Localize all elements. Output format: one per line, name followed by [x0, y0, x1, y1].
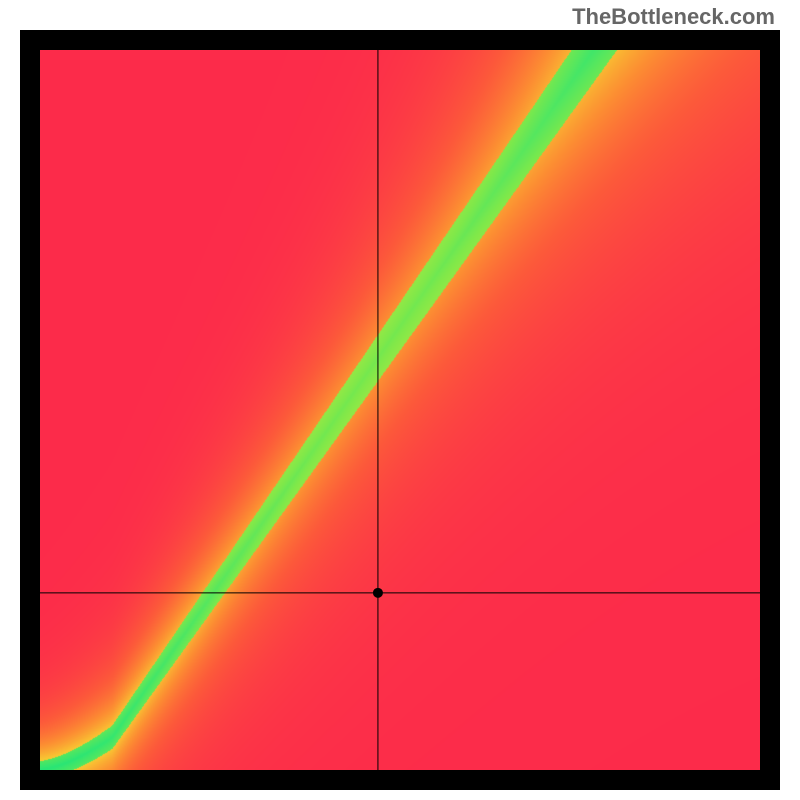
plot-black-frame: [20, 30, 780, 790]
plot-area: [40, 50, 760, 770]
heatmap-canvas: [40, 50, 760, 770]
watermark-text: TheBottleneck.com: [572, 4, 775, 30]
chart-container: TheBottleneck.com: [0, 0, 800, 800]
